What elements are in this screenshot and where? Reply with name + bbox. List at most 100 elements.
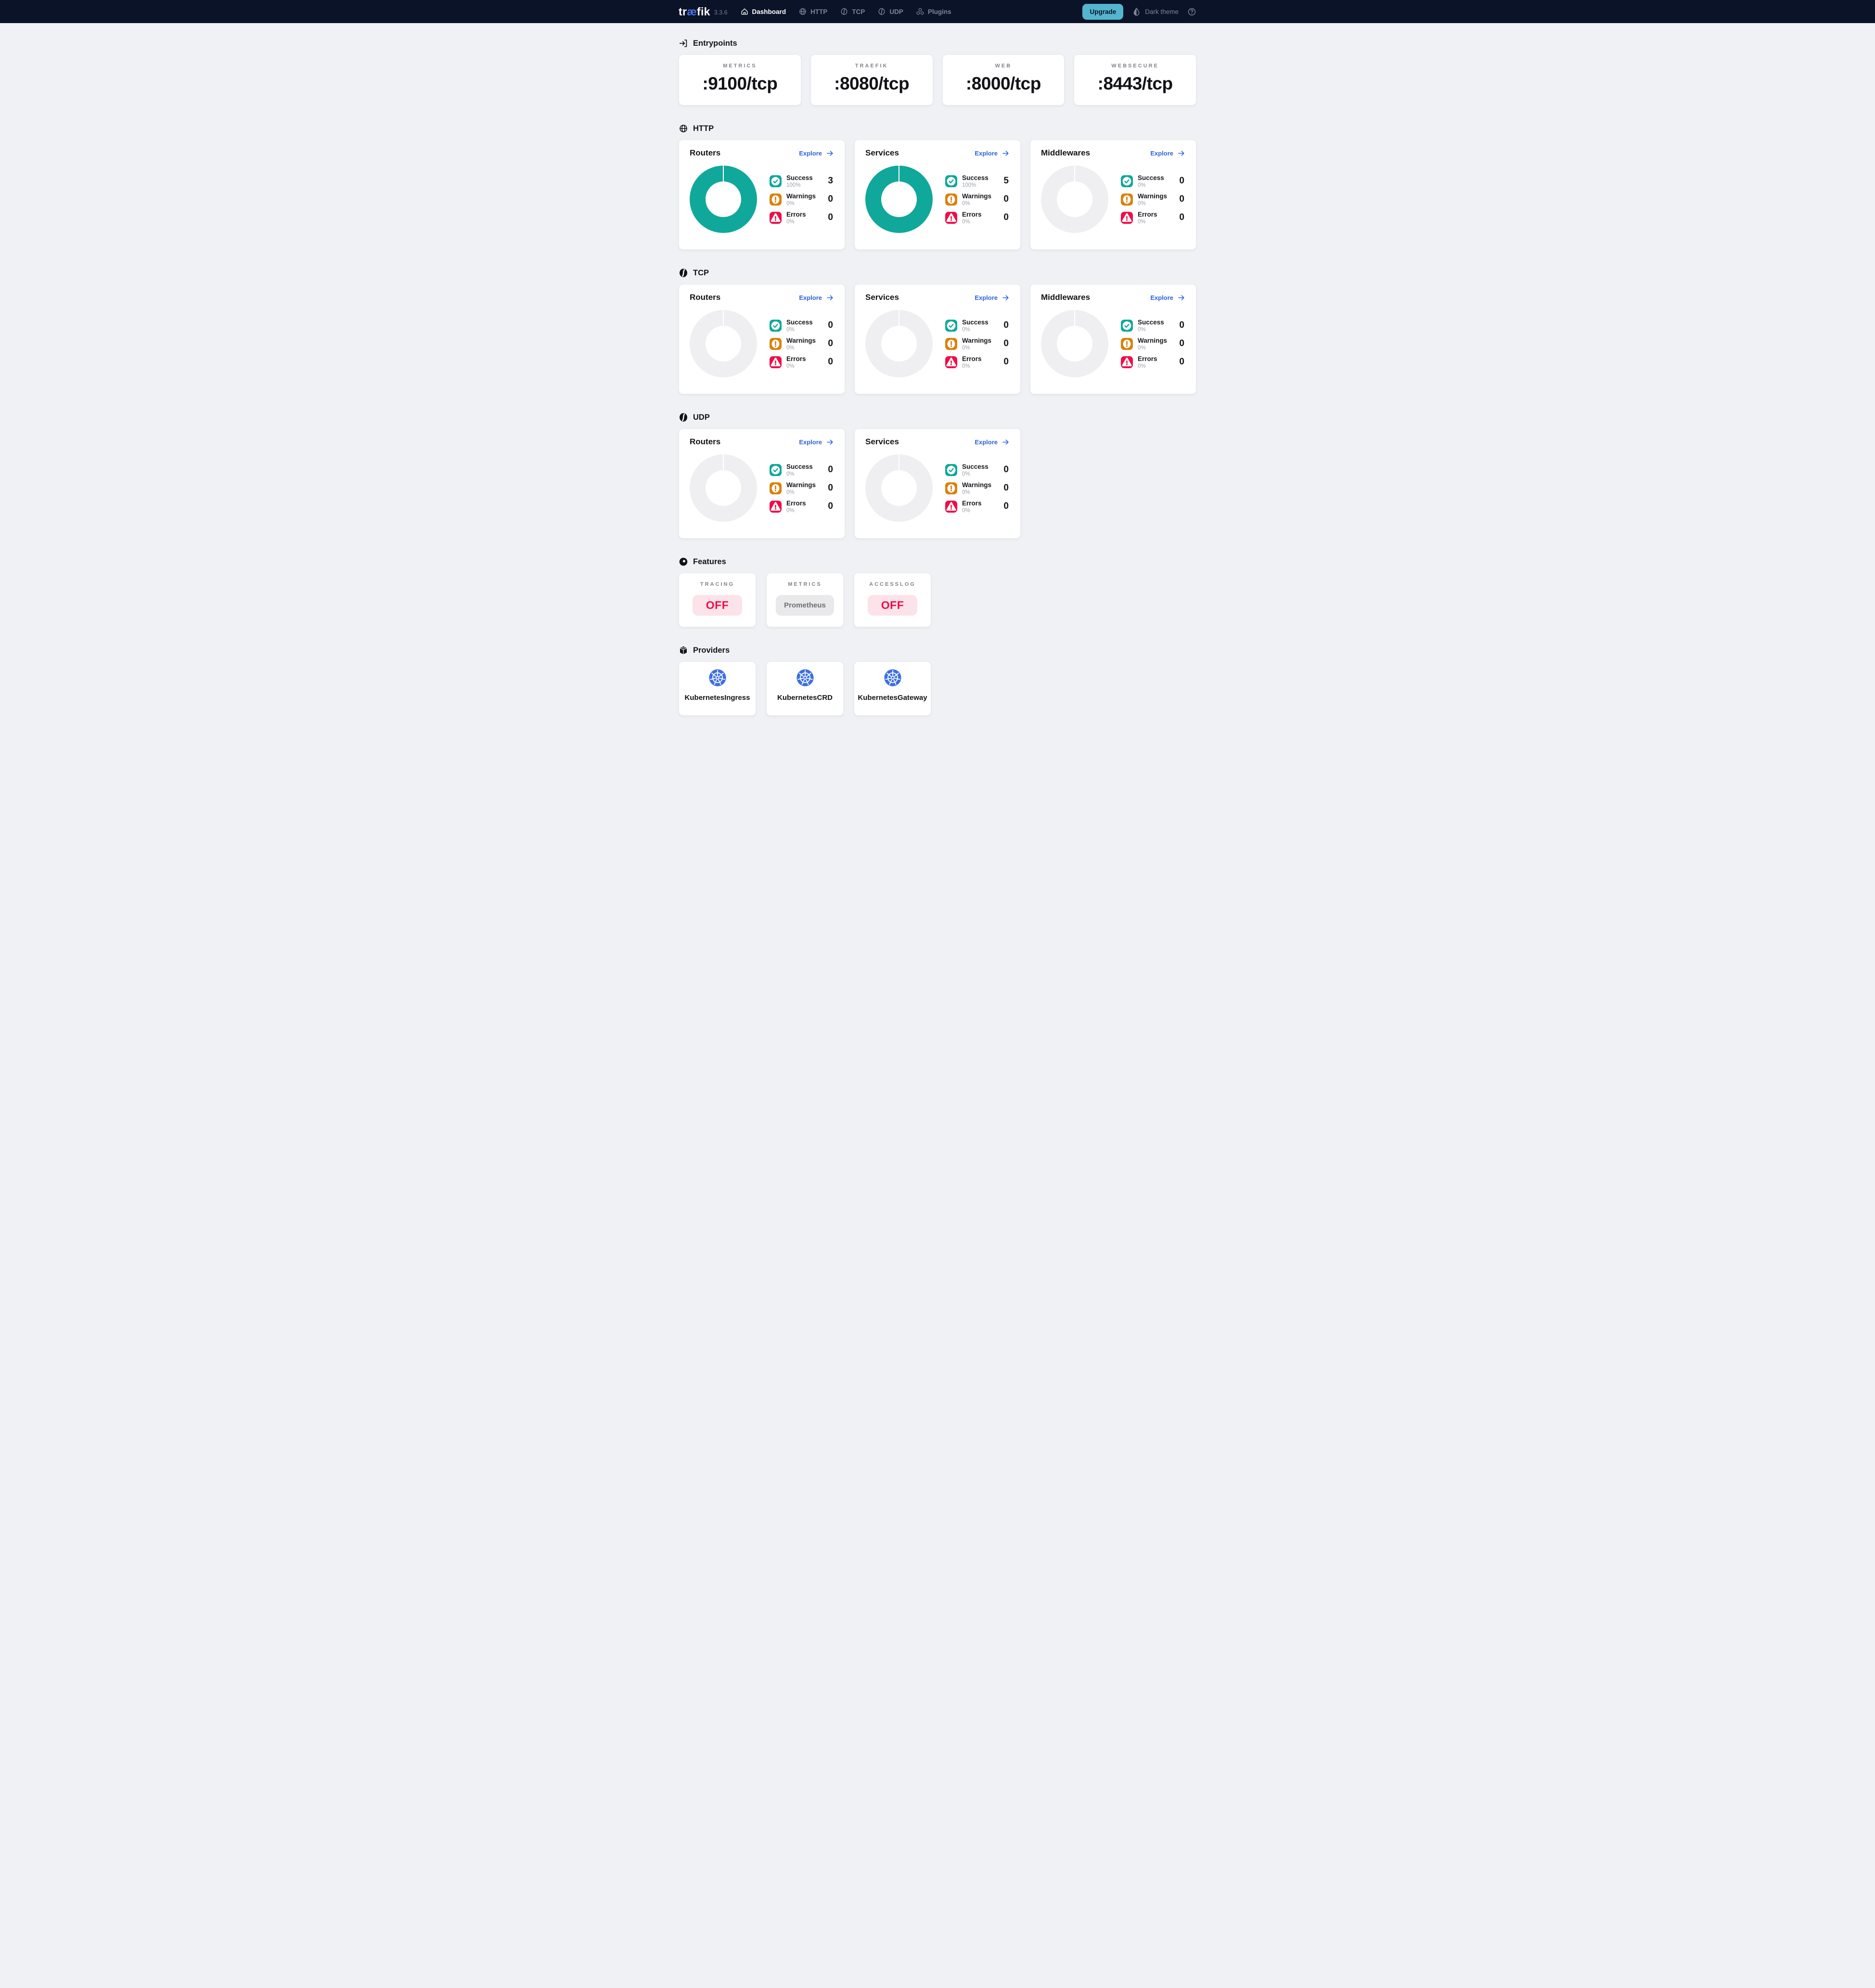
explore-link[interactable]: Explore: [799, 438, 834, 446]
warning-icon: [1121, 337, 1133, 350]
legend-name: Success: [1138, 318, 1164, 326]
nav-item-label: TCP: [852, 8, 865, 15]
legend-text: Errors 0%: [786, 500, 806, 514]
feature-card-tracing: TRACING OFF: [679, 573, 756, 627]
legend-row: Warnings 0% 0: [945, 481, 1010, 495]
legend-percent: 0%: [1138, 345, 1146, 351]
error-icon: [770, 500, 782, 513]
udp-header: UDP: [679, 413, 1196, 422]
nav-item-dashboard[interactable]: Dashboard: [740, 7, 786, 16]
feature-status-badge: OFF: [692, 595, 743, 616]
entrypoint-name: WEBSECURE: [1111, 63, 1159, 69]
navbar-right: Upgrade Dark theme: [1082, 3, 1196, 20]
explore-link[interactable]: Explore: [1150, 294, 1185, 302]
providers-grid: KubernetesIngress KubernetesCRD Kubernetes…: [679, 661, 1196, 716]
legend-count: 0: [1179, 212, 1184, 222]
donut-legend: Success 0% 0 Warnings 0% 0 Errors 0% 0: [770, 463, 834, 514]
provider-card: KubernetesIngress: [679, 661, 756, 716]
theme-toggle[interactable]: Dark theme: [1132, 7, 1179, 16]
legend-text: Success 0%: [786, 319, 813, 333]
legend-row: Warnings 0% 0: [770, 481, 834, 495]
card-title: Middlewares: [1041, 293, 1091, 302]
card-title: Routers: [690, 293, 721, 302]
kubernetes-icon: [708, 669, 727, 687]
legend-percent: 0%: [962, 200, 970, 207]
nav-item-http[interactable]: HTTP: [798, 7, 827, 16]
explore-label: Explore: [799, 294, 822, 301]
upgrade-button[interactable]: Upgrade: [1082, 3, 1124, 20]
legend-name: Errors: [962, 355, 982, 362]
entrypoint-name: METRICS: [723, 63, 757, 69]
legend-count: 0: [828, 501, 833, 511]
legend-count: 0: [1179, 338, 1184, 349]
tcp-services-card: Services Explore Success 0% 0 Warnings 0% 0 Erro…: [854, 284, 1021, 394]
dashboard-main: Entrypoints METRICS:9100/tcp TRAEFIK:8080…: [679, 23, 1196, 745]
explore-link[interactable]: Explore: [799, 149, 834, 157]
legend-count: 0: [828, 357, 833, 367]
section-providers: Providers KubernetesIngress KubernetesCRD…: [679, 645, 1196, 716]
legend-name: Errors: [962, 499, 982, 507]
legend-count: 0: [1003, 194, 1009, 204]
card-title: Middlewares: [1041, 148, 1091, 157]
legend-row: Warnings 0% 0: [1121, 193, 1185, 207]
legend-row: Success 100% 5: [945, 174, 1010, 188]
pipeline-icon: [680, 269, 687, 277]
app-logo[interactable]: træfik: [679, 5, 710, 18]
legend-text: Warnings 0%: [786, 481, 816, 495]
legend-percent: 0%: [786, 489, 795, 495]
legend-text: Errors 0%: [962, 355, 982, 369]
donut-chart: [690, 310, 757, 377]
arrow-right-icon: [1002, 294, 1010, 302]
legend-count: 0: [828, 483, 833, 493]
explore-link[interactable]: Explore: [975, 149, 1010, 157]
legend-percent: 0%: [962, 363, 970, 369]
legend-percent: 0%: [786, 200, 795, 207]
legend-percent: 0%: [962, 219, 970, 225]
nav-item-udp[interactable]: UDP: [877, 7, 903, 16]
section-title: Entrypoints: [693, 39, 737, 48]
legend-percent: 0%: [962, 345, 970, 351]
error-icon: [1121, 356, 1133, 368]
legend-percent: 0%: [962, 471, 970, 477]
explore-label: Explore: [975, 294, 998, 301]
theme-toggle-label: Dark theme: [1145, 8, 1179, 15]
legend-text: Warnings 0%: [962, 337, 991, 351]
error-icon: [770, 356, 782, 368]
legend-count: 0: [828, 465, 833, 475]
arrow-right-icon: [1177, 149, 1185, 157]
nav-item-tcp[interactable]: TCP: [840, 7, 865, 16]
chart-body: Success 0% 0 Warnings 0% 0 Errors 0% 0: [690, 310, 834, 377]
feature-card-accesslog: ACCESSLOG OFF: [854, 573, 931, 627]
globe-icon: [798, 7, 807, 16]
chart-body: Success 0% 0 Warnings 0% 0 Errors 0% 0: [865, 310, 1010, 377]
nav-item-plugins[interactable]: Plugins: [916, 7, 951, 16]
legend-row: Errors 0% 0: [770, 355, 834, 369]
explore-link[interactable]: Explore: [1150, 149, 1185, 157]
explore-link[interactable]: Explore: [975, 438, 1010, 446]
explore-link[interactable]: Explore: [799, 294, 834, 302]
legend-row: Errors 0% 0: [945, 211, 1010, 225]
explore-link[interactable]: Explore: [975, 294, 1010, 302]
feature-status-badge: Prometheus: [776, 595, 834, 616]
legend-count: 0: [1179, 176, 1184, 186]
pipeline-icon: [840, 7, 848, 16]
legend-row: Success 100% 3: [770, 174, 834, 188]
legend-name: Errors: [786, 355, 806, 362]
legend-row: Success 0% 0: [945, 463, 1010, 477]
entrypoints-grid: METRICS:9100/tcp TRAEFIK:8080/tcp WEB:8000…: [679, 54, 1196, 105]
help-icon[interactable]: [1187, 7, 1196, 16]
legend-count: 0: [1179, 320, 1184, 330]
chart-body: Success 100% 5 Warnings 0% 0 Errors 0% 0: [865, 166, 1010, 233]
logo-text: fik: [696, 5, 710, 18]
legend-percent: 0%: [786, 219, 795, 225]
entrypoint-port: :8443/tcp: [1097, 74, 1173, 93]
legend-row: Success 0% 0: [770, 319, 834, 333]
legend-name: Warnings: [786, 481, 816, 489]
legend-row: Errors 0% 0: [1121, 211, 1185, 225]
chart-body: Success 0% 0 Warnings 0% 0 Errors 0% 0: [1041, 166, 1185, 233]
legend-name: Errors: [786, 499, 806, 507]
legend-name: Errors: [1138, 210, 1157, 218]
legend-row: Errors 0% 0: [1121, 355, 1185, 369]
arrow-right-icon: [1002, 438, 1010, 446]
succes-icon: [1121, 175, 1133, 187]
